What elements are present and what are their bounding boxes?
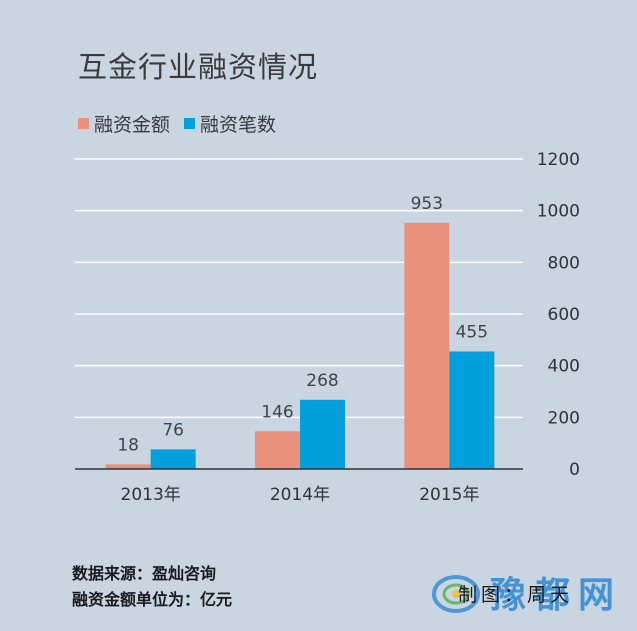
- data-label: 76: [162, 420, 184, 440]
- y-tick-label: 0: [569, 460, 580, 480]
- y-tick-label: 200: [548, 408, 580, 428]
- legend-label-count: 融资笔数: [200, 114, 277, 136]
- credit-text: 制图：周天: [458, 584, 574, 606]
- bar: [300, 399, 345, 469]
- unit-note: 融资金额单位为：亿元: [72, 590, 233, 609]
- bar: [255, 431, 300, 469]
- chart-title: 互金行业融资情况: [78, 50, 319, 84]
- x-tick-label: 2014年: [270, 485, 330, 505]
- x-tick-label: 2013年: [121, 485, 181, 505]
- data-label: 455: [456, 322, 488, 342]
- watermark: 豫都网: [430, 566, 630, 621]
- data-label: 18: [117, 435, 139, 455]
- watermark-text: 豫都网: [490, 574, 623, 616]
- y-tick-label: 1200: [537, 150, 580, 170]
- x-tick-label: 2015年: [419, 485, 479, 505]
- swirl-logo-icon: [432, 575, 480, 613]
- legend: 融资金额 融资笔数: [78, 110, 276, 137]
- legend-swatch-amount: [78, 118, 89, 129]
- legend-label-amount: 融资金额: [94, 114, 171, 136]
- data-label: 268: [306, 371, 338, 391]
- legend-item-amount: 融资金额: [78, 110, 170, 137]
- bar: [404, 222, 450, 469]
- legend-swatch-count: [184, 118, 196, 129]
- y-tick-label: 600: [548, 305, 580, 325]
- bar: [105, 464, 151, 469]
- data-label: 953: [411, 194, 443, 214]
- data-label: 146: [261, 402, 293, 422]
- y-tick-label: 800: [548, 253, 580, 273]
- legend-item-count: 融资笔数: [184, 110, 276, 137]
- y-tick-label: 1000: [537, 202, 580, 222]
- data-source-note: 数据来源：盈灿咨询: [72, 564, 217, 583]
- bar: [449, 351, 495, 469]
- bar: [150, 449, 196, 469]
- y-tick-label: 400: [548, 357, 580, 377]
